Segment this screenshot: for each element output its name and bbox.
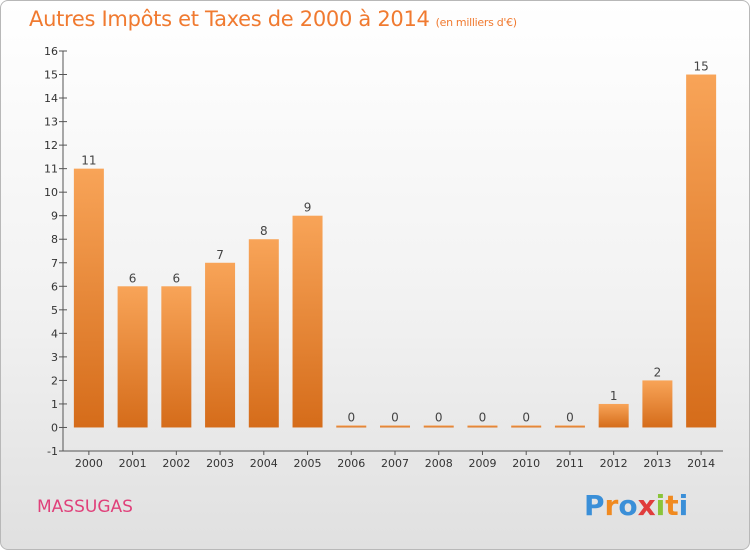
bar-2012 [598,403,629,428]
commune-name: MASSUGAS [37,497,133,517]
x-tick-label: 2006 [337,457,365,470]
x-tick-label: 2014 [687,457,715,470]
bar-value-label: 0 [479,410,487,424]
y-tick-label: 0 [51,421,58,434]
bar-value-label: 0 [347,410,355,424]
bar-value-label: 0 [566,410,574,424]
bar-2003 [205,262,236,428]
bar-value-label: 9 [304,201,312,215]
bar-value-label: 0 [435,410,443,424]
y-tick-label: 1 [51,398,58,411]
x-tick-label: 2002 [162,457,190,470]
bar-value-label: 0 [391,410,399,424]
y-tick-label: 9 [51,210,58,223]
x-tick-label: 2009 [468,457,496,470]
y-tick-label: 14 [44,92,58,105]
bar-2006 [336,425,367,428]
bar-value-label: 7 [216,248,224,262]
y-tick-label: 5 [51,304,58,317]
bar-2013 [642,380,673,428]
y-tick-label: 12 [44,139,58,152]
y-tick-label: 13 [44,116,58,129]
y-tick-label: 2 [51,374,58,387]
logo-letter: x [637,489,656,522]
logo-letter: P [584,489,605,522]
x-tick-label: 2005 [294,457,322,470]
x-tick-label: 2012 [600,457,628,470]
bar-2011 [554,425,585,428]
bar-value-label: 8 [260,224,268,238]
proxiti-logo: Proxiti [584,489,688,522]
x-tick-label: 2003 [206,457,234,470]
bar-value-label: 11 [81,154,96,168]
bar-value-label: 0 [522,410,530,424]
y-tick-label: 6 [51,280,58,293]
logo-letter: r [604,489,619,522]
y-tick-label: 8 [51,233,58,246]
bar-2004 [248,239,279,428]
title-unit: (en milliers d'€) [435,16,517,29]
bar-2005 [292,215,323,428]
y-tick-label: 16 [44,45,58,58]
x-tick-label: 2007 [381,457,409,470]
bar-value-label: 15 [693,60,708,74]
logo-letter: i [655,489,666,522]
x-tick-label: 2013 [643,457,671,470]
title-text: Autres Impôts et Taxes de 2000 à 2014 [29,7,430,31]
bar-2007 [380,425,410,428]
logo-letter: t [665,489,679,522]
bar-2008 [423,425,454,428]
x-tick-label: 2011 [556,457,584,470]
y-tick-label: 10 [44,186,58,199]
y-tick-label: 4 [51,327,58,340]
y-tick-label: 7 [51,257,58,270]
x-tick-label: 2010 [512,457,540,470]
bar-2009 [467,425,498,428]
bar-2000 [73,168,104,428]
bar-2010 [511,425,542,428]
y-tick-label: 11 [44,163,58,176]
bar-2002 [161,286,192,428]
y-tick-label: 3 [51,351,58,364]
bar-2014 [686,74,717,428]
y-tick-label: 15 [44,69,58,82]
bar-value-label: 6 [173,271,181,285]
x-tick-label: 2001 [119,457,147,470]
bar-2001 [117,286,148,428]
logo-letter: o [618,489,638,522]
x-tick-label: 2004 [250,457,278,470]
bar-value-label: 2 [654,365,662,379]
x-tick-label: 2008 [425,457,453,470]
logo-letter: i [678,489,689,522]
x-tick-label: 2000 [75,457,103,470]
bar-value-label: 1 [610,389,618,403]
chart-title: Autres Impôts et Taxes de 2000 à 2014 (en… [29,7,517,31]
bar-value-label: 6 [129,271,137,285]
y-tick-label: -1 [47,445,58,458]
